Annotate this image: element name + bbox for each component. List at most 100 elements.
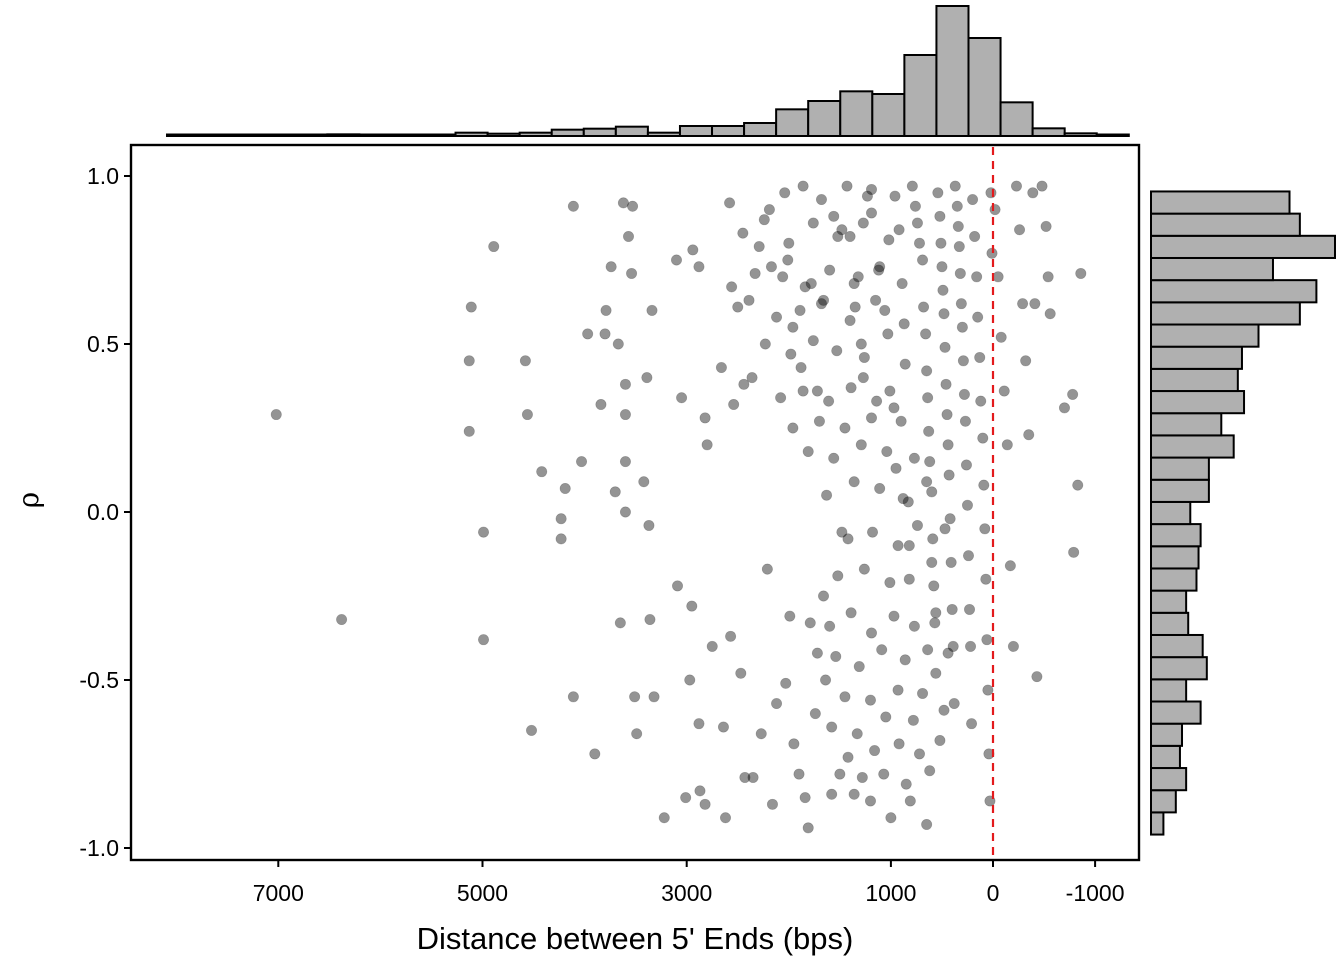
- top-histogram-bar: [230, 133, 265, 137]
- scatter-point: [856, 771, 868, 783]
- scatter-point: [463, 425, 475, 437]
- scatter-point: [921, 365, 933, 377]
- scatter-point: [836, 224, 848, 236]
- scatter-point: [743, 294, 755, 306]
- scatter-point: [1010, 180, 1022, 192]
- scatter-point: [780, 677, 792, 689]
- scatter-point: [828, 452, 840, 464]
- scatter-point: [555, 533, 567, 545]
- scatter-point: [932, 187, 944, 199]
- scatter-point: [832, 230, 844, 242]
- right-histogram-bar: [1150, 367, 1239, 393]
- scatter-point: [759, 338, 771, 350]
- scatter-point: [972, 311, 984, 323]
- scatter-point: [670, 254, 682, 266]
- scatter-point: [1058, 402, 1070, 414]
- scatter-point: [874, 261, 886, 273]
- scatter-point: [775, 392, 787, 404]
- scatter-point: [930, 667, 942, 679]
- scatter-point: [1001, 439, 1013, 451]
- scatter-point: [908, 452, 920, 464]
- scatter-point: [842, 751, 854, 763]
- scatter-point: [559, 482, 571, 494]
- scatter-point: [936, 261, 948, 273]
- scatter-point: [949, 180, 961, 192]
- top-histogram-bar: [807, 100, 842, 137]
- scatter-point: [964, 603, 976, 615]
- scatter-point: [951, 200, 963, 212]
- scatter-point: [911, 217, 923, 229]
- x-tick-label: -1000: [1066, 880, 1125, 906]
- scatter-point: [828, 210, 840, 222]
- scatter-point: [823, 395, 835, 407]
- right-histogram-bar: [1150, 434, 1235, 459]
- scatter-point: [1023, 429, 1035, 441]
- scatter-point: [888, 402, 900, 414]
- scatter-point: [940, 378, 952, 390]
- scatter-point: [784, 610, 796, 622]
- right-histogram-bar: [1150, 323, 1260, 348]
- scatter-point: [680, 792, 692, 804]
- scatter-point: [918, 301, 930, 313]
- scatter-point: [785, 348, 797, 360]
- scatter-point: [926, 486, 938, 498]
- scatter-point: [771, 311, 783, 323]
- top-histogram-bar: [711, 125, 746, 137]
- scatter-point: [787, 422, 799, 434]
- scatter-point: [945, 556, 957, 568]
- scatter-point: [903, 540, 915, 552]
- scatter-point: [719, 812, 731, 824]
- scatter-point: [804, 617, 816, 629]
- top-histogram-bar: [422, 133, 457, 137]
- scatter-point: [684, 674, 696, 686]
- scatter-point: [955, 298, 967, 310]
- right-histogram-bar: [1150, 767, 1188, 792]
- plot-panel-border: [129, 143, 1141, 862]
- scatter-point: [766, 798, 778, 810]
- scatter-point: [952, 220, 964, 232]
- scatter-point: [971, 271, 983, 283]
- scatter-point: [478, 526, 490, 538]
- scatter-point: [880, 711, 892, 723]
- scatter-point: [841, 180, 853, 192]
- scatter-point: [1067, 388, 1079, 400]
- scatter-point: [783, 237, 795, 249]
- scatter-point: [858, 351, 870, 363]
- scatter-point: [966, 718, 978, 730]
- scatter-point: [882, 328, 894, 340]
- scatter-point: [844, 230, 856, 242]
- scatter-point: [826, 788, 838, 800]
- scatter-point: [906, 180, 918, 192]
- right-histogram-bar: [1150, 234, 1336, 259]
- scatter-point: [953, 241, 965, 253]
- scatter-point: [619, 456, 631, 468]
- scatter-point: [805, 278, 817, 290]
- scatter-point: [885, 812, 897, 824]
- scatter-point: [787, 321, 799, 333]
- scatter-point: [609, 486, 621, 498]
- scatter-point: [728, 398, 740, 410]
- scatter-point: [830, 650, 842, 662]
- top-histogram-bar: [390, 133, 425, 137]
- scatter-point: [738, 378, 750, 390]
- top-histogram-bar: [1063, 132, 1098, 137]
- scatter-point: [1042, 271, 1054, 283]
- top-histogram-bar: [358, 133, 393, 137]
- scatter-point: [939, 341, 951, 353]
- scatter-point: [725, 630, 737, 642]
- scatter-point: [899, 358, 911, 370]
- scatter-point: [746, 372, 758, 384]
- right-histogram-bar: [1150, 611, 1190, 636]
- scatter-point: [536, 466, 548, 478]
- x-axis-title: Distance between 5' Ends (bps): [417, 921, 854, 956]
- scatter-point: [982, 684, 994, 696]
- scatter-point: [866, 183, 878, 195]
- scatter-point: [820, 674, 832, 686]
- scatter-point: [1044, 308, 1056, 320]
- scatter-point: [928, 580, 940, 592]
- x-tick-label: 7000: [253, 880, 304, 906]
- top-histogram-bar: [646, 131, 681, 138]
- scatter-point: [687, 244, 699, 256]
- scatter-point: [614, 617, 626, 629]
- scatter-point: [962, 550, 974, 562]
